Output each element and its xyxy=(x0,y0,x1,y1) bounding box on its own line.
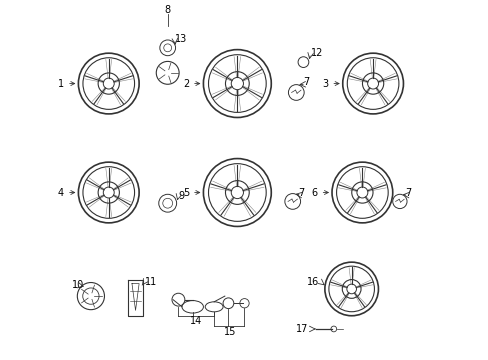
Text: 6: 6 xyxy=(311,188,327,198)
Text: 5: 5 xyxy=(183,188,199,198)
Text: 17: 17 xyxy=(296,324,308,334)
Text: 7: 7 xyxy=(302,77,308,87)
Text: 1: 1 xyxy=(58,78,75,89)
Text: 9: 9 xyxy=(178,191,184,201)
Text: 3: 3 xyxy=(322,78,338,89)
Text: 2: 2 xyxy=(183,78,199,89)
Text: 14: 14 xyxy=(190,316,202,326)
Text: 13: 13 xyxy=(175,34,187,44)
Text: 7: 7 xyxy=(298,188,304,198)
Text: 11: 11 xyxy=(144,277,157,287)
Text: 16: 16 xyxy=(306,277,319,287)
Text: 8: 8 xyxy=(164,5,170,15)
Text: 4: 4 xyxy=(58,188,75,198)
Text: 15: 15 xyxy=(224,327,236,337)
Text: 7: 7 xyxy=(404,188,410,198)
Text: 12: 12 xyxy=(310,48,322,58)
Text: 10: 10 xyxy=(72,280,84,291)
